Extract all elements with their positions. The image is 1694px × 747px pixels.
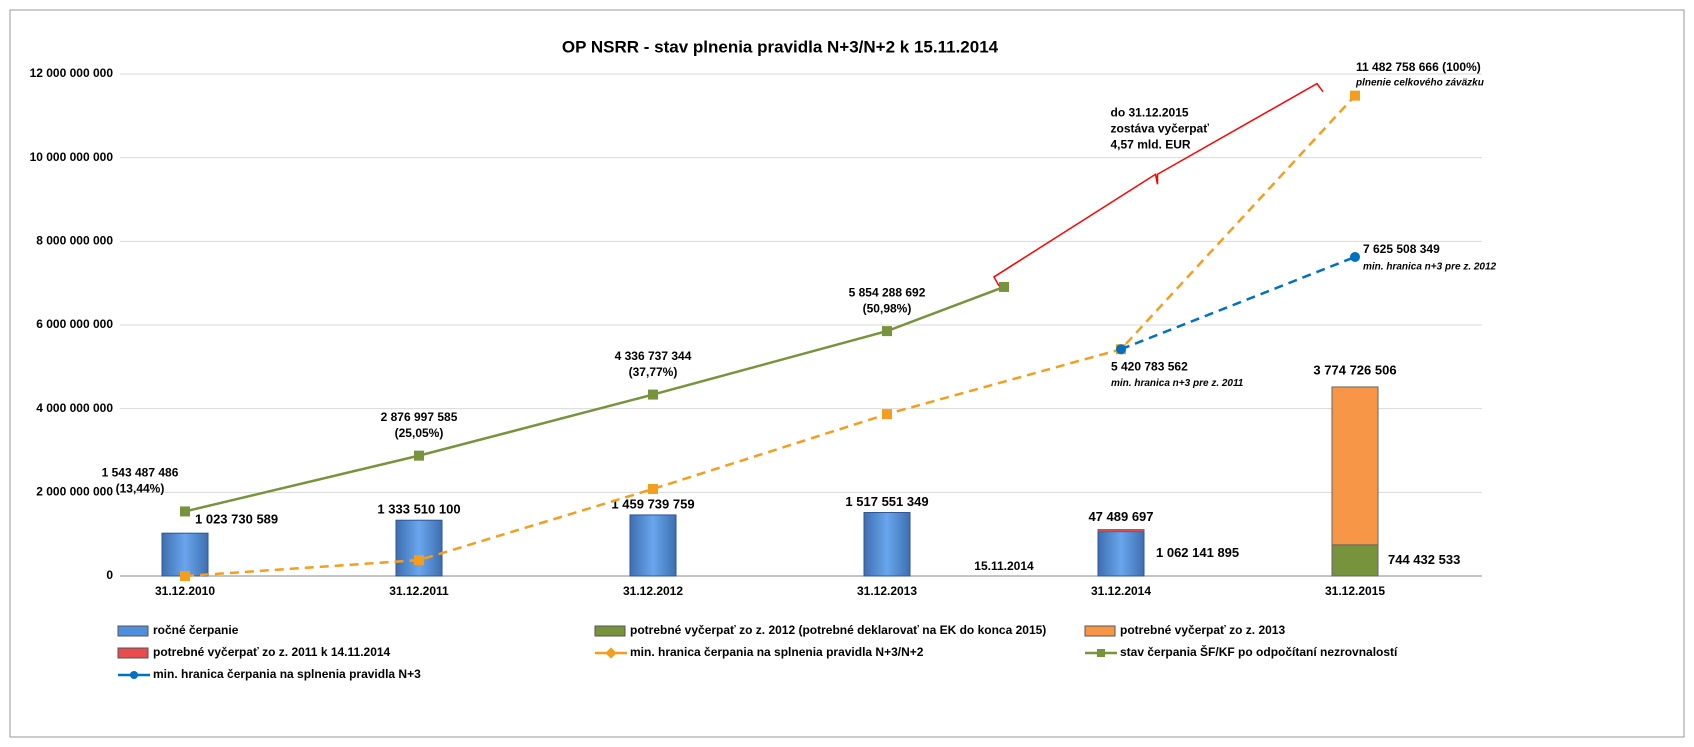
legend-label: potrebné vyčerpať zo z. 2011 k 14.11.201… [153, 645, 391, 659]
y-tick-label: 4 000 000 000 [36, 401, 113, 415]
bar-value-label: 3 774 726 506 [1313, 362, 1396, 377]
bar [863, 512, 911, 577]
line-marker [414, 555, 424, 566]
bar [161, 532, 209, 577]
bar-value-label: 744 432 533 [1388, 552, 1460, 567]
line-marker [648, 389, 658, 400]
bar-value-label: 1 333 510 100 [377, 502, 460, 517]
legend-marker [605, 647, 617, 659]
bracket [993, 82, 1324, 287]
line-percent-label: (50,98%) [863, 301, 912, 315]
legend-label: stav čerpania ŠF/KF po odpočítaní nezrov… [1120, 644, 1398, 659]
bar [629, 514, 677, 577]
legend-label: min. hranica čerpania na splnenia pravid… [630, 645, 924, 659]
line-note: min. hranica n+3 pre z. 2011 [1111, 378, 1244, 389]
legend-label: min. hranica čerpania na splnenia pravid… [153, 667, 421, 681]
line-marker [648, 483, 658, 494]
legend-label: potrebné vyčerpať zo z. 2013 [1120, 623, 1285, 637]
line-marker [882, 409, 892, 420]
x-tick-label: 31.12.2014 [1091, 584, 1151, 598]
legend-label: ročné čerpanie [153, 623, 239, 637]
frame [9, 9, 1685, 738]
bar [1331, 386, 1379, 546]
legend-marker [130, 671, 138, 679]
line-marker [180, 571, 190, 581]
bar-value-label: 1 023 730 589 [195, 512, 278, 527]
line-marker [1350, 251, 1360, 262]
y-tick-label: 12 000 000 000 [30, 66, 114, 80]
line-marker [1350, 90, 1360, 101]
legend-swatch [594, 625, 626, 637]
line-value-label: 2 876 997 585 [381, 410, 458, 424]
x-tick-label: 31.12.2010 [155, 584, 215, 598]
y-tick-label: 8 000 000 000 [36, 234, 113, 248]
line-percent-label: (37,77%) [629, 365, 678, 379]
y-tick-label: 2 000 000 000 [36, 485, 113, 499]
bar-value-label: 1 459 739 759 [611, 496, 694, 511]
line [1120, 255, 1356, 351]
line-value-label: 7 625 508 349 [1363, 242, 1440, 256]
line-marker [414, 450, 424, 461]
line-segment [886, 285, 1005, 333]
line-percent-label: (13,44%) [116, 482, 165, 496]
legend-label: potrebné vyčerpať zo z. 2012 (potrebné d… [630, 623, 1046, 637]
bracket-label: zostáva vyčerpať [1111, 121, 1210, 135]
line-value-label: 11 482 758 666 (100%) [1356, 60, 1481, 74]
x-tick-label: 31.12.2012 [623, 584, 683, 598]
x-tick-label: 31.12.2011 [389, 584, 449, 598]
bar [1097, 531, 1145, 577]
line-marker [882, 326, 892, 337]
legend-swatch [117, 647, 149, 659]
bracket-label: do 31.12.2015 [1111, 105, 1189, 119]
line-marker [180, 506, 190, 517]
bar [1331, 544, 1379, 577]
chart-title: OP NSRR - stav plnenia pravidla N+3/N+2 … [562, 37, 999, 56]
y-tick-label: 6 000 000 000 [36, 317, 113, 331]
line-note: min. hranica n+3 pre z. 2012 [1363, 262, 1497, 273]
y-tick-label: 0 [106, 568, 113, 582]
legend-swatch [117, 625, 149, 637]
line-value-label: 5 854 288 692 [849, 285, 926, 299]
bar [1097, 529, 1145, 533]
line-percent-label: (25,05%) [395, 426, 444, 440]
line [184, 329, 888, 513]
line-note: plnenie celkového záväzku [1355, 77, 1484, 88]
x-tick-label: 31.12.2015 [1325, 584, 1385, 598]
bar-value-label: 47 489 697 [1088, 509, 1153, 524]
line-value-label: 4 336 737 344 [615, 349, 692, 363]
legend-marker [1097, 649, 1105, 657]
y-tick-label: 10 000 000 000 [30, 150, 114, 164]
legend-swatch [1084, 625, 1116, 637]
bar-value-label: 1 517 551 349 [845, 494, 928, 509]
bracket-label: 4,57 mld. EUR [1111, 137, 1191, 151]
bar [395, 519, 443, 577]
x-tick-label: 31.12.2013 [857, 584, 917, 598]
current-date-label: 15.11.2014 [974, 559, 1034, 573]
line-value-label: 5 420 783 562 [1111, 359, 1188, 373]
line [184, 94, 1356, 578]
line-value-label: 1 543 487 486 [102, 466, 179, 480]
line-marker [999, 281, 1009, 292]
line-marker [1116, 344, 1126, 355]
bar-value-label: 1 062 141 895 [1156, 545, 1239, 560]
